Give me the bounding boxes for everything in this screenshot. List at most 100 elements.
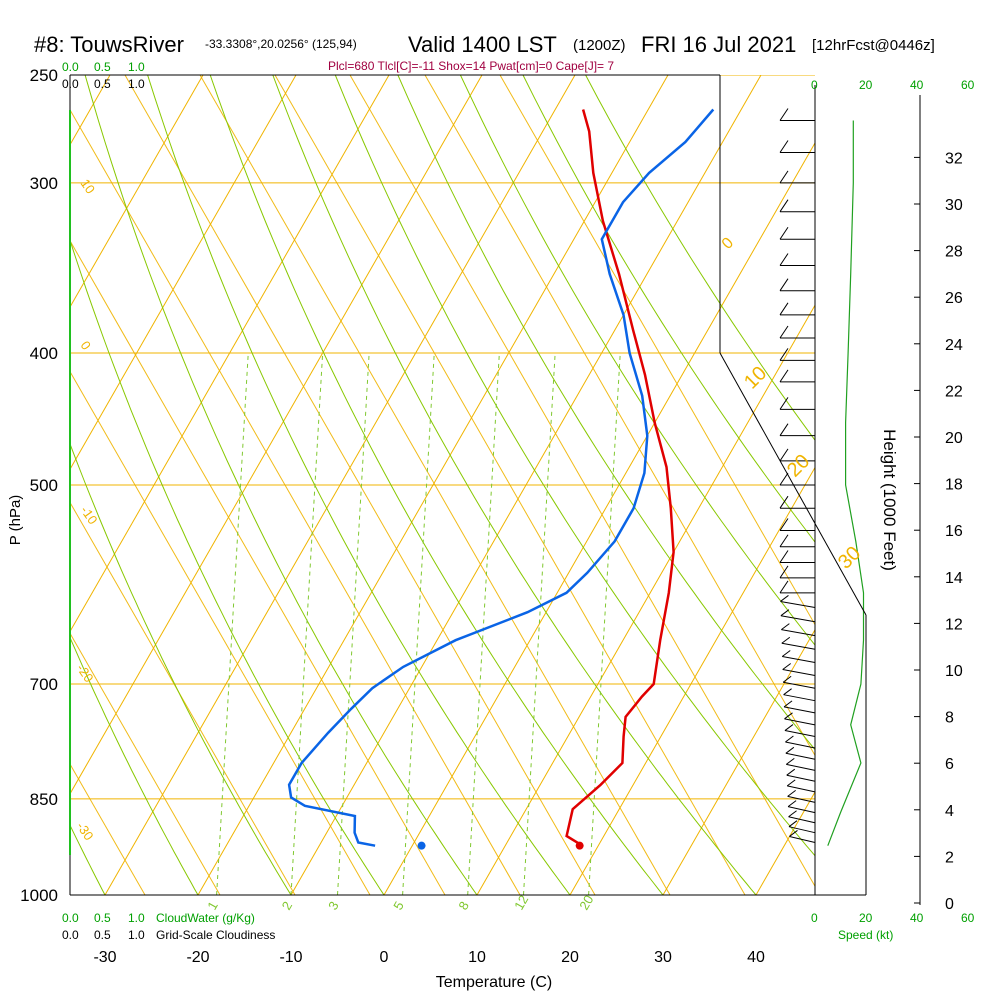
- scale-black-bottom-0: 0.0: [62, 928, 79, 942]
- mixing-ratio-label-3: 5: [390, 899, 407, 913]
- wind-barb-39: [788, 816, 816, 824]
- dry-adiabat-label-1: 0: [78, 338, 94, 353]
- wind-barb-flag-2: [779, 170, 789, 184]
- scale-black-top-1: 0.5: [94, 77, 111, 91]
- isotherm--10: [290, 75, 762, 895]
- wind-barb-26: [782, 669, 816, 677]
- isotherm--50: [70, 75, 390, 633]
- speed-tick-bottom-1: 20: [859, 911, 873, 925]
- header-station: #8: TouwsRiver: [34, 32, 184, 57]
- dewpoint-line: [287, 108, 715, 847]
- scale-green-top-1: 0.5: [94, 60, 111, 74]
- diag-line-11: [70, 501, 296, 895]
- header-valid: Valid 1400 LST: [408, 32, 557, 57]
- wind-barb-flag-15: [779, 495, 789, 509]
- speed-tick-top-3: 60: [961, 78, 975, 92]
- wind-barb-flag-19: [779, 565, 789, 579]
- isotherm--20: [197, 75, 669, 895]
- parcel-dewpoint-dot: [417, 841, 426, 850]
- height-tick-label-2: 2: [945, 849, 954, 866]
- mixing-ratio-label-5: 12: [511, 892, 531, 912]
- height-tick-label-8: 8: [945, 710, 954, 727]
- height-tick-label-4: 4: [945, 803, 954, 820]
- scale-black-top-2: 1.0: [128, 77, 145, 91]
- mixing-ratio-line-2: [337, 352, 370, 895]
- wind-barb-36: [787, 785, 816, 793]
- wind-barb-flag-13: [779, 448, 789, 462]
- wind-barb-flag-37: [787, 789, 796, 797]
- diag-line-16: [199, 75, 671, 895]
- header-date: FRI 16 Jul 2021: [641, 32, 796, 57]
- height-tick-label-20: 20: [945, 430, 963, 447]
- wind-barb-22: [780, 615, 816, 623]
- isotherm-10: [476, 304, 815, 895]
- scale-black-top-0: 0.0: [62, 77, 79, 91]
- wind-barb-28: [783, 694, 816, 702]
- wind-barb-flag-39: [788, 810, 797, 818]
- header-zulu: (1200Z): [573, 37, 626, 54]
- scale-green-top-0: 0.0: [62, 60, 79, 74]
- cloudwater-label: CloudWater (g/Kg): [156, 911, 255, 925]
- wind-barb-24: [781, 642, 816, 650]
- wind-barb-flag-26: [782, 663, 792, 670]
- wind-barb-flag-1: [779, 140, 789, 153]
- wind-barb-flag-36: [786, 779, 796, 787]
- mixing-ratio-label-1: 2: [279, 899, 296, 913]
- speed-tick-top-0: 0: [811, 78, 818, 92]
- height-axis-label: Height (1000 Feet): [880, 429, 899, 571]
- isotherm--60: [70, 75, 297, 471]
- mixing-ratio-label-4: 8: [455, 899, 472, 913]
- wind-barb-34: [786, 763, 816, 771]
- wind-barb-33: [785, 752, 816, 760]
- scale-green-bottom-0: 0.0: [62, 911, 79, 925]
- dry-adiabat-11: [459, 75, 815, 646]
- scale-green-bottom-1: 0.5: [94, 911, 111, 925]
- temp-tick-label-10: 10: [468, 949, 486, 966]
- wind-barb-flag-8: [779, 325, 789, 339]
- wind-barb-flag-35: [786, 768, 796, 776]
- diag-line-12: [70, 370, 371, 895]
- pressure-tick-label-850: 850: [30, 790, 58, 809]
- height-tick-label-10: 10: [945, 663, 963, 680]
- dry-adiabat-7: [209, 75, 664, 895]
- diag-line-20: [499, 75, 815, 626]
- diag-line-18: [349, 75, 815, 888]
- mixing-ratio-label-6: 20: [576, 892, 596, 912]
- height-tick-label-28: 28: [945, 244, 963, 261]
- diag-line-15: [124, 75, 596, 895]
- dry-adiabat-12: [522, 75, 815, 543]
- diag-line-14: [70, 108, 521, 895]
- pressure-tick-label-700: 700: [30, 675, 58, 694]
- wind-barb-flag-9: [779, 348, 789, 361]
- wind-barb-flag-27: [782, 675, 792, 683]
- wind-speed-profile: [827, 120, 865, 846]
- isotherm-0: [383, 142, 815, 895]
- x-axis-label: Temperature (C): [436, 974, 552, 991]
- wind-barb-flag-23: [781, 623, 790, 631]
- diag-line-19: [424, 75, 815, 757]
- pressure-tick-label-1000: 1000: [20, 886, 58, 905]
- scale-black-bottom-1: 0.5: [94, 928, 111, 942]
- scale-green-bottom-2: 1.0: [128, 911, 145, 925]
- wind-barb-38: [787, 806, 816, 814]
- mixing-ratio-line-6: [588, 352, 621, 895]
- wind-barb-40: [788, 826, 816, 834]
- diag-line-10: [70, 632, 221, 895]
- wind-barb-flag-0: [779, 108, 789, 121]
- isotherm--90: [0, 75, 17, 895]
- height-tick-label-18: 18: [945, 477, 963, 494]
- scale-green-top-2: 1.0: [128, 60, 145, 74]
- wind-barb-flag-31: [784, 724, 794, 731]
- header-indices: Plcl=680 Tlcl[C]=-11 Shox=14 Pwat[cm]=0 …: [328, 59, 614, 73]
- height-tick-label-12: 12: [945, 616, 963, 633]
- wind-barb-flag-6: [779, 278, 789, 291]
- pressure-tick-label-250: 250: [30, 66, 58, 85]
- header-coords: -33.3308°,20.0256° (125,94): [205, 37, 357, 51]
- dry-adiabat-6: [147, 75, 571, 895]
- mixing-ratio-line-1: [290, 352, 324, 895]
- wind-barb-flag-34: [785, 757, 795, 765]
- frame-right-slant: [719, 352, 867, 616]
- wind-barb-flag-17: [779, 534, 789, 548]
- moist-adiabat-label-3: 30: [834, 542, 865, 573]
